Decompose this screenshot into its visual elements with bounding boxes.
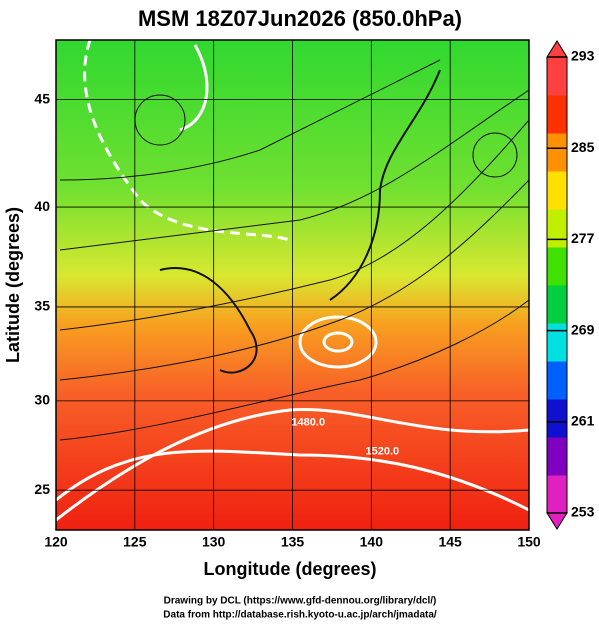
title: MSM 18Z07Jun2026 (850.0hPa) (138, 6, 462, 31)
streamline (59, 299, 529, 441)
colorbar-segment (547, 437, 567, 476)
x-tick-label: 120 (44, 534, 68, 550)
colorbar-tick-label: 269 (571, 321, 595, 337)
colorbar-cap (546, 512, 568, 530)
x-tick-label: 125 (123, 534, 147, 550)
colorbar-segment (547, 171, 567, 210)
y-tick-label: 25 (34, 481, 50, 497)
streamlines (59, 59, 529, 441)
coastline (329, 69, 441, 301)
colorbar-tick-label: 253 (571, 504, 595, 520)
y-tick-label: 30 (34, 392, 50, 408)
colorbar-segment (547, 475, 567, 514)
contour-line (83, 40, 291, 242)
y-tick-label: 40 (34, 198, 50, 214)
plot-frame (55, 39, 530, 531)
streamline (59, 119, 529, 331)
footer-line: Drawing by DCL (https://www.gfd-dennou.o… (164, 596, 437, 607)
colorbar-tick-label: 293 (571, 48, 595, 64)
colorbar-segment (547, 247, 567, 286)
contour-line (56, 408, 529, 522)
footer-line: Data from http://database.rish.kyoto-u.a… (163, 610, 437, 621)
streamline (59, 179, 529, 381)
streamline (59, 59, 441, 181)
colorbar-segment (547, 323, 567, 362)
contour-line (298, 315, 378, 369)
contour-line (56, 449, 529, 512)
x-axis-label: Longitude (degrees) (203, 559, 376, 579)
colorbar-segment (547, 57, 567, 96)
colorbar-tick-label: 277 (571, 230, 595, 246)
y-tick-label: 45 (34, 90, 50, 106)
y-axis-label: Latitude (degrees) (3, 207, 23, 363)
y-tick-label: 35 (34, 298, 50, 314)
colorbar-segment (547, 95, 567, 134)
streamline (472, 132, 518, 178)
colorbar-segment (547, 361, 567, 400)
x-tick-label: 145 (438, 534, 462, 550)
x-tick-label: 130 (202, 534, 226, 550)
contour-line (322, 331, 354, 353)
colorbar-segment (547, 399, 567, 438)
colorbar-tick-label: 285 (571, 139, 595, 155)
x-tick-label: 140 (360, 534, 384, 550)
colorbar-tick-label: 261 (571, 413, 595, 429)
colorbar-cap (546, 40, 568, 58)
colorbar-segment (547, 133, 567, 172)
colorbar-segment (547, 285, 567, 324)
coastline (159, 267, 258, 374)
colorbar-segment (547, 209, 567, 248)
x-tick-label: 150 (517, 534, 541, 550)
contours (56, 40, 529, 522)
streamline (59, 89, 529, 251)
grid (55, 40, 530, 530)
contour-label: 1520.0 (366, 445, 400, 457)
contour-line (179, 44, 209, 132)
contour-label: 1480.0 (291, 417, 325, 429)
x-tick-label: 135 (281, 534, 305, 550)
